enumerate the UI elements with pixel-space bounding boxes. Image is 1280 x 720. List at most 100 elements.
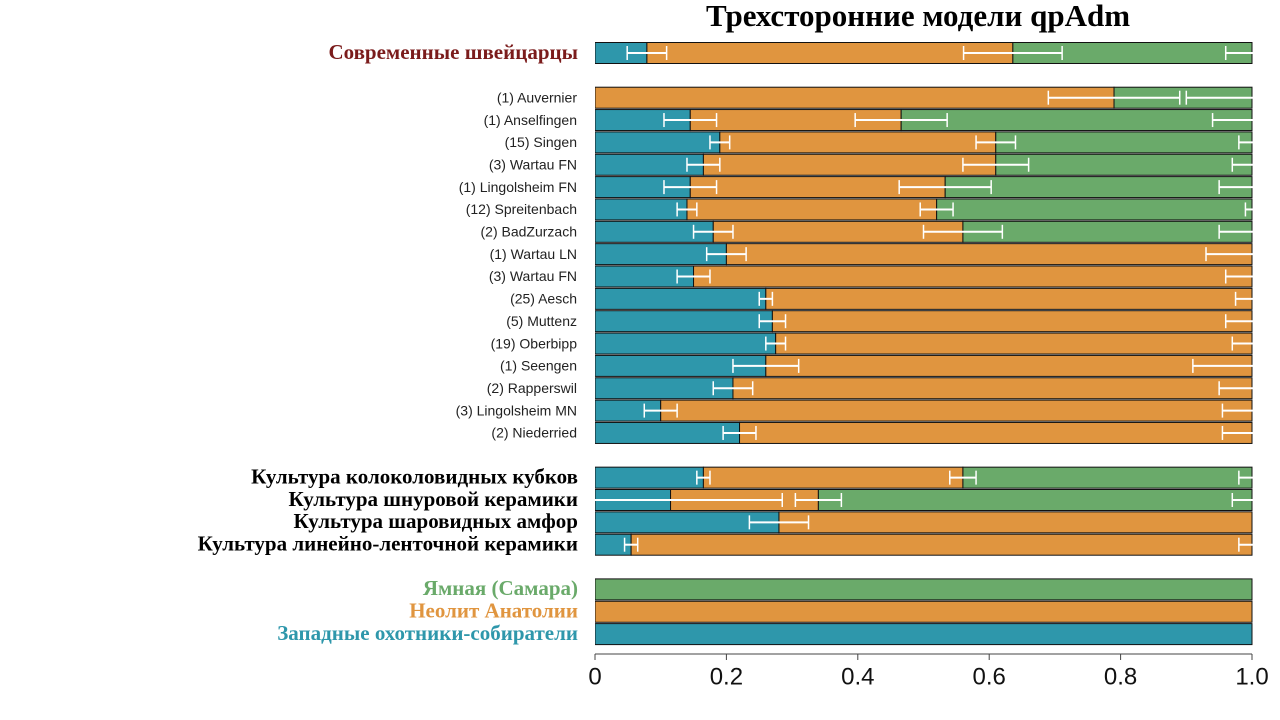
bar-segment (595, 466, 704, 489)
category-label: Культура шаровидных амфор (294, 509, 578, 533)
category-label: Культура колоколовидных кубков (251, 464, 578, 488)
error-bar (722, 425, 757, 440)
error-bar (1224, 269, 1253, 284)
error-bar (1211, 113, 1253, 128)
error-bar (663, 113, 718, 128)
bar-segment (630, 533, 1253, 556)
error-bar (1221, 403, 1253, 418)
error-bar (975, 135, 1017, 150)
category-label: (1) Lingolsheim FN (459, 179, 577, 195)
error-bar (712, 381, 754, 396)
x-tick-label: 0.4 (841, 663, 874, 690)
bar-segment (595, 623, 1253, 646)
error-bar (898, 180, 992, 195)
error-bar (709, 135, 731, 150)
error-bar (1244, 202, 1253, 217)
error-bar (1238, 135, 1253, 150)
bar-segment (725, 243, 1253, 266)
category-label: (3) Wartau FN (489, 156, 577, 172)
bar-segment (771, 310, 1253, 333)
error-bar (758, 291, 774, 306)
category-label: (1) Wartau LN (490, 246, 577, 262)
error-bar (949, 470, 977, 485)
bar-segment (936, 198, 1253, 221)
bar-segment (595, 131, 721, 154)
error-bar (758, 314, 787, 329)
bar-segment (702, 153, 997, 176)
chart-title: Трехсторонние модели qpAdm (706, 0, 1130, 33)
category-label: (25) Aesch (510, 291, 577, 307)
error-bar (1231, 157, 1253, 172)
error-bar (962, 157, 1030, 172)
x-tick-label: 0.6 (973, 663, 1006, 690)
plot-area (595, 42, 1253, 646)
category-label: Неолит Анатолии (409, 599, 578, 623)
bar-segment (595, 198, 688, 221)
category-label: (1) Anselfingen (484, 112, 577, 128)
error-bar (1185, 90, 1253, 105)
bar-segment (765, 287, 1253, 310)
error-bar (1218, 224, 1253, 239)
error-bar (1205, 247, 1253, 262)
error-bar (686, 157, 721, 172)
category-label: Современные швейцарцы (328, 40, 578, 64)
error-bar (919, 202, 954, 217)
category-label: Культура шнуровой керамики (289, 487, 578, 511)
bar-segment (775, 332, 1253, 355)
error-bar (1218, 180, 1253, 195)
error-bar (623, 537, 639, 552)
category-label: Ямная (Самара) (423, 576, 578, 600)
category-label: (1) Auvernier (497, 89, 577, 105)
bar-segment (646, 42, 1014, 64)
x-tick-label: 0.2 (710, 663, 743, 690)
error-bar (1231, 336, 1253, 351)
error-bar (765, 336, 787, 351)
error-bar (1224, 314, 1253, 329)
error-bar (663, 180, 718, 195)
bar-segment (719, 131, 997, 154)
bar-segment (693, 265, 1253, 288)
error-bar (696, 470, 711, 485)
bar-segment (732, 377, 1253, 400)
category-label: (1) Seengen (500, 358, 577, 374)
category-label: (12) Spreitenbach (466, 201, 577, 217)
bar-segment (595, 377, 734, 400)
error-bar (626, 46, 668, 60)
bar-segment (900, 109, 1253, 132)
error-bar (1238, 537, 1253, 552)
category-label: (3) Wartau FN (489, 268, 577, 284)
error-bar (676, 269, 711, 284)
category-label: (5) Muttenz (506, 313, 577, 329)
bar-segment (595, 310, 773, 333)
bar-segment (995, 131, 1253, 154)
error-bar (922, 224, 1004, 239)
x-tick-label: 1.0 (1235, 663, 1268, 690)
category-label: (3) Lingolsheim MN (456, 402, 577, 418)
error-bar (1192, 358, 1253, 373)
bar-segment (686, 198, 938, 221)
bar-segment (765, 354, 1253, 377)
error-bar (676, 202, 698, 217)
error-bar (1224, 46, 1253, 60)
bar-segment (660, 399, 1253, 422)
bar-segment (962, 466, 1253, 489)
bar-segment (595, 332, 777, 355)
error-bar (854, 113, 948, 128)
error-bar (732, 358, 800, 373)
x-tick-label: 0 (588, 663, 601, 690)
category-label: (2) Niederried (491, 425, 577, 441)
error-bar (1221, 425, 1253, 440)
error-bar (705, 247, 747, 262)
error-bar (794, 493, 843, 507)
bar-segment (595, 287, 767, 310)
bar-segment (595, 421, 741, 444)
error-bar (1238, 470, 1253, 485)
error-bar (643, 403, 678, 418)
bar-segment (702, 466, 964, 489)
category-label: Культура линейно-ленточной керамики (198, 532, 578, 556)
category-label: Западные охотники-собиратели (277, 621, 578, 645)
error-bar (1218, 381, 1253, 396)
bar-segment (817, 489, 1253, 511)
error-bar (1231, 493, 1253, 507)
